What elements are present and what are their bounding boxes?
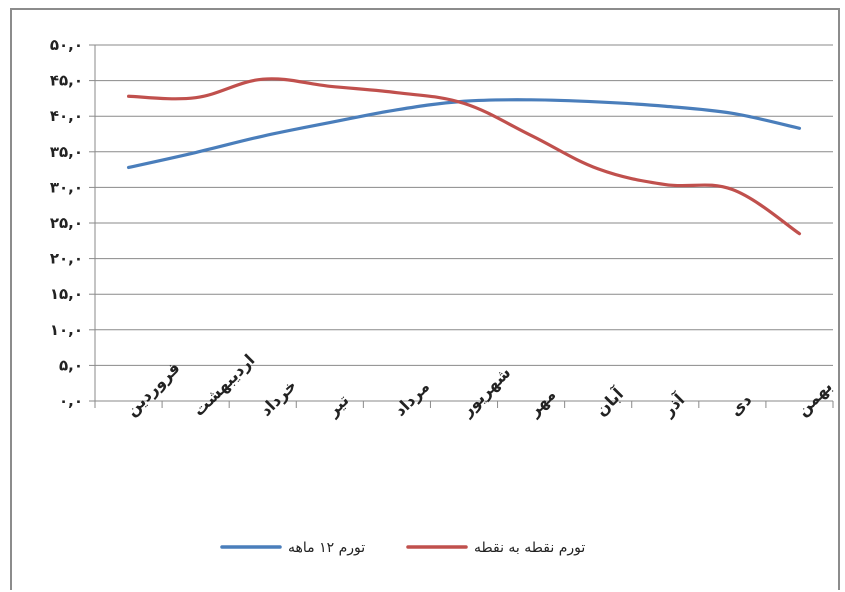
x-tick-label: بهمن (793, 377, 836, 420)
data-point (127, 95, 130, 98)
data-point (798, 232, 801, 235)
data-point (462, 102, 466, 105)
data-point (261, 77, 264, 81)
series-line-0 (126, 98, 802, 170)
y-tick-label: ۳۰,۰ (50, 178, 83, 196)
data-point (395, 108, 399, 111)
x-tick-label: آبان (591, 383, 628, 420)
y-tick-label: ۲۵,۰ (50, 214, 83, 232)
y-tick-label: ۴۵,۰ (50, 72, 83, 90)
data-point (529, 98, 533, 102)
y-tick-label: ۰,۰ (59, 392, 83, 410)
gridlines (95, 44, 833, 366)
data-point (194, 151, 197, 154)
data-point (731, 188, 734, 191)
data-point (395, 91, 399, 94)
x-tick-label: آذر (657, 389, 688, 420)
data-point (194, 96, 197, 99)
y-tick-label: ۵۰,۰ (50, 36, 83, 54)
y-tick-label: ۱۰,۰ (50, 321, 83, 339)
y-tick-label: ۲۰,۰ (50, 250, 83, 268)
data-point (261, 134, 264, 138)
data-point (596, 100, 600, 104)
legend-label: تورم نقطه به نقطه (474, 540, 585, 556)
y-tick-label: ۳۵,۰ (50, 143, 83, 161)
data-point (798, 127, 801, 130)
legend-label: تورم ۱۲ ماهه (288, 540, 365, 556)
data-point (664, 105, 667, 108)
series-lines (126, 77, 802, 236)
x-tick-label: مهر (524, 385, 560, 421)
y-axis-tick-labels: ۰,۰ ۵,۰ ۱۰,۰ ۱۵,۰ ۲۰,۰ ۲۵,۰ ۳۰,۰ ۳۵,۰ ۴۰,۰ ۴۵,۰ ۵۰… (50, 36, 83, 410)
y-tick-label: ۱۵,۰ (50, 285, 83, 303)
x-tick-label: دی (726, 390, 756, 420)
y-tick-label: ۴۰,۰ (50, 107, 83, 125)
x-tick-label: مرداد (390, 377, 433, 420)
x-tick-label: تیر (323, 390, 353, 420)
y-tick-label: ۵,۰ (59, 356, 83, 374)
series-line-1 (126, 77, 802, 236)
x-tick-label: خرداد (256, 376, 300, 420)
data-point (127, 166, 130, 169)
data-point (328, 85, 332, 88)
data-point (664, 183, 667, 186)
x-tick-label: فروردین (122, 358, 184, 420)
axes (89, 44, 834, 408)
x-tick-label: اردیبهشت (189, 350, 258, 419)
data-point (596, 167, 600, 171)
data-point (328, 121, 332, 124)
data-point (731, 112, 734, 115)
data-point (529, 134, 533, 137)
legend: تورم ۱۲ ماهه تورم نقطه به نقطه (220, 540, 585, 556)
x-tick-label: شهریور (457, 363, 515, 421)
